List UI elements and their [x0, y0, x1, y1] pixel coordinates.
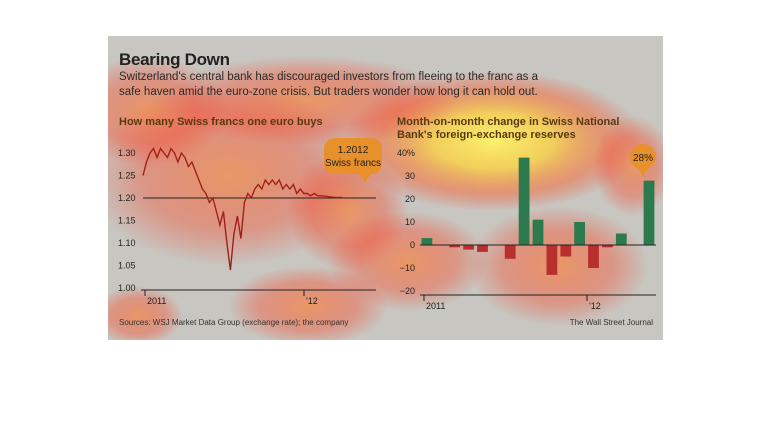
x-axis: 2011 '12	[141, 289, 376, 306]
y-tick-label: −20	[400, 286, 415, 296]
chart-card: Bearing Down Switzerland's central bank …	[108, 36, 663, 340]
y-tick-label: 1.15	[118, 216, 136, 226]
percent-callout-bubble: 28%	[630, 144, 656, 177]
x-tick-label: 2011	[426, 301, 445, 311]
exchange-rate-chart-title: How many Swiss francs one euro buys	[119, 116, 323, 128]
bar	[588, 245, 599, 268]
bar	[518, 157, 530, 245]
bar	[449, 245, 461, 248]
y-tick-label: 20	[405, 194, 415, 204]
y-axis-ticks: 1.00 1.05 1.10 1.15 1.20 1.25 1.30	[118, 148, 136, 293]
x-tick-label: '12	[589, 301, 601, 311]
reserves-chart-title: Month-on-month change in Swiss National …	[397, 116, 620, 141]
page-subtitle: Switzerland's central bank has discourag…	[119, 71, 538, 98]
bar	[602, 245, 613, 248]
bar	[615, 233, 627, 245]
bar	[560, 245, 572, 257]
bar	[463, 245, 474, 250]
bar	[421, 238, 433, 245]
exchange-rate-line-chart: 1.00 1.05 1.10 1.15 1.20 1.25 1.30 2011 '12 1.2…	[118, 138, 382, 306]
bar	[504, 245, 516, 259]
callout-shape	[324, 138, 382, 182]
y-tick-label: 40%	[397, 148, 415, 158]
x-tick-label: 2011	[147, 296, 166, 306]
y-tick-label: 0	[410, 240, 415, 250]
bars	[421, 157, 655, 275]
y-tick-label: 30	[405, 171, 415, 181]
x-tick-label: '12	[306, 296, 318, 306]
callout-value: 1.2012	[338, 145, 369, 156]
y-tick-label: 10	[405, 217, 415, 227]
y-tick-label: 1.20	[118, 193, 136, 203]
y-tick-label: 1.10	[118, 238, 136, 248]
bar	[643, 180, 655, 245]
rate-callout-bubble: 1.2012 Swiss francs	[324, 138, 382, 182]
callout-value: 28%	[633, 153, 653, 164]
y-tick-label: 1.30	[118, 148, 136, 158]
y-tick-label: 1.00	[118, 283, 136, 293]
callout-shape	[630, 144, 656, 177]
y-tick-label: 1.05	[118, 261, 136, 271]
page-title: Bearing Down	[119, 50, 230, 69]
reserves-bar-chart: −20 −10 0 10 20 30 40% 2011 '12 28%	[397, 144, 656, 311]
publication-credit: The Wall Street Journal	[569, 318, 653, 327]
exchange-rate-series-line	[142, 147, 343, 271]
source-note: Sources: WSJ Market Data Group (exchange…	[119, 318, 349, 327]
bar	[574, 222, 585, 245]
bar	[546, 245, 558, 275]
x-axis: 2011 '12	[420, 294, 656, 311]
bar	[477, 245, 488, 252]
callout-unit: Swiss francs	[325, 158, 381, 169]
y-axis-ticks: −20 −10 0 10 20 30 40%	[397, 148, 415, 296]
bar	[532, 219, 544, 245]
y-tick-label: −10	[400, 263, 415, 273]
y-tick-label: 1.25	[118, 171, 136, 181]
